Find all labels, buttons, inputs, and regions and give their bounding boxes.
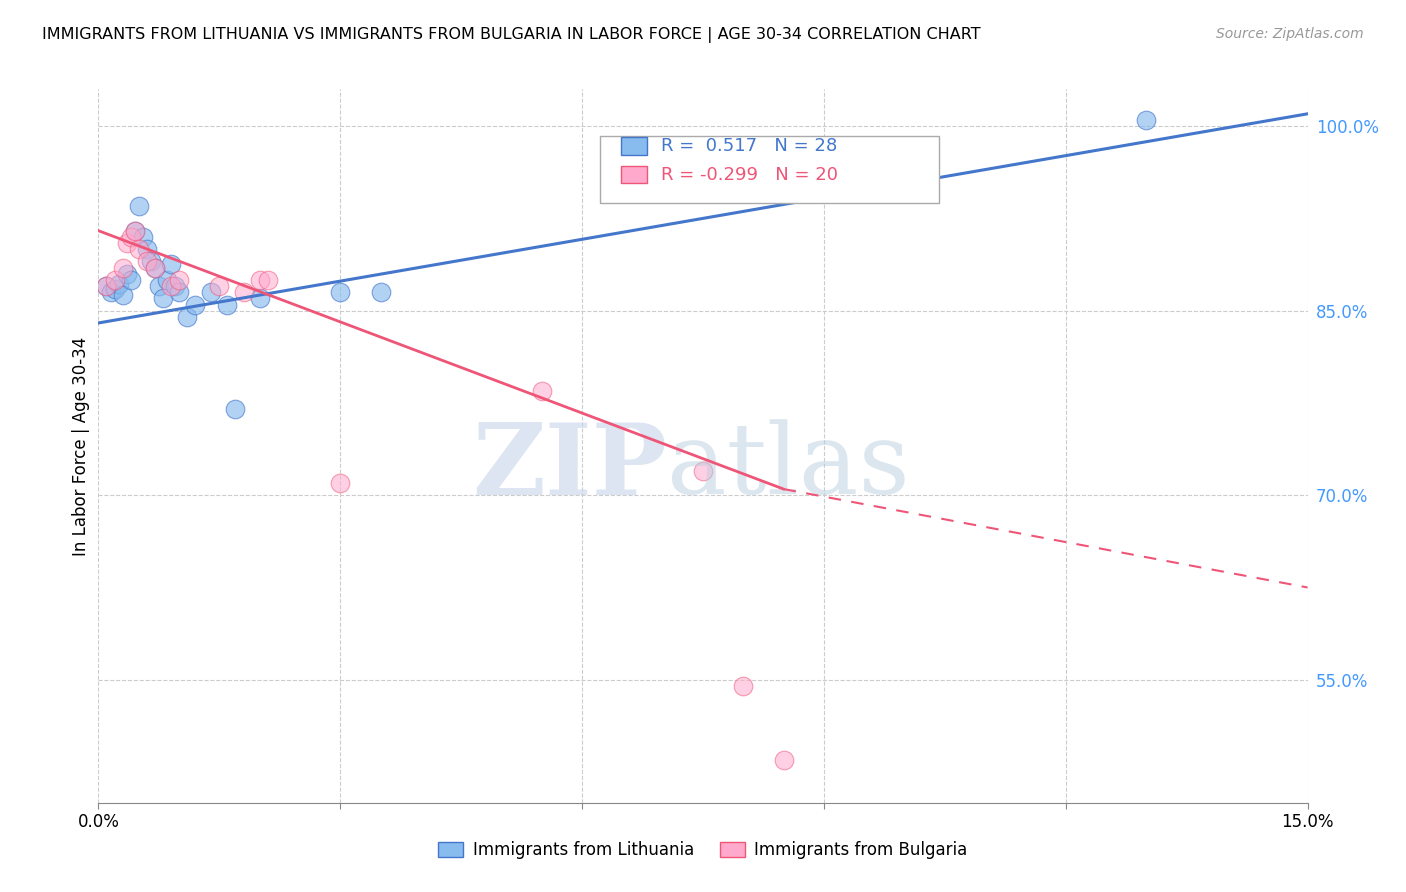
Point	[143, 260, 166, 275]
Point	[200, 285, 222, 300]
Point	[115, 235, 138, 250]
Point	[370, 285, 392, 300]
Point	[329, 285, 352, 300]
Point	[115, 267, 138, 281]
Point	[148, 279, 170, 293]
Text: R =  0.517   N = 28: R = 0.517 N = 28	[661, 137, 837, 155]
Point	[120, 230, 142, 244]
Point	[96, 279, 118, 293]
Point	[139, 254, 162, 268]
FancyBboxPatch shape	[600, 136, 939, 203]
Text: ZIP: ZIP	[472, 419, 666, 516]
Point	[111, 260, 134, 275]
Point	[132, 230, 155, 244]
Point	[103, 273, 125, 287]
Point	[530, 384, 553, 398]
Point	[120, 273, 142, 287]
Point	[256, 273, 278, 287]
Point	[232, 285, 254, 300]
Point	[128, 199, 150, 213]
Point	[184, 297, 207, 311]
Point	[217, 297, 239, 311]
Point	[107, 277, 129, 291]
Point	[249, 291, 271, 305]
Point	[167, 273, 190, 287]
Y-axis label: In Labor Force | Age 30-34: In Labor Force | Age 30-34	[72, 336, 90, 556]
Point	[733, 679, 755, 693]
Bar	[621, 137, 647, 155]
Point	[208, 279, 231, 293]
Point	[160, 257, 183, 271]
Point	[124, 224, 146, 238]
Point	[167, 285, 190, 300]
Point	[100, 285, 122, 300]
Point	[135, 242, 157, 256]
Point	[329, 475, 352, 490]
Point	[111, 287, 134, 301]
Text: Source: ZipAtlas.com: Source: ZipAtlas.com	[1216, 27, 1364, 41]
Point	[143, 260, 166, 275]
Point	[103, 281, 125, 295]
Text: R = -0.299   N = 20: R = -0.299 N = 20	[661, 166, 838, 184]
Point	[135, 254, 157, 268]
Point	[692, 464, 714, 478]
Text: IMMIGRANTS FROM LITHUANIA VS IMMIGRANTS FROM BULGARIA IN LABOR FORCE | AGE 30-34: IMMIGRANTS FROM LITHUANIA VS IMMIGRANTS …	[42, 27, 981, 43]
Point	[156, 273, 179, 287]
Point	[224, 402, 246, 417]
Point	[249, 273, 271, 287]
Legend: Immigrants from Lithuania, Immigrants from Bulgaria: Immigrants from Lithuania, Immigrants fr…	[432, 835, 974, 866]
Point	[772, 753, 794, 767]
Point	[152, 291, 174, 305]
Bar	[621, 166, 647, 184]
Point	[160, 279, 183, 293]
Text: atlas: atlas	[666, 419, 910, 516]
Point	[96, 279, 118, 293]
Point	[124, 224, 146, 238]
Point	[1135, 112, 1157, 127]
Point	[163, 279, 186, 293]
Point	[128, 242, 150, 256]
Point	[176, 310, 198, 324]
